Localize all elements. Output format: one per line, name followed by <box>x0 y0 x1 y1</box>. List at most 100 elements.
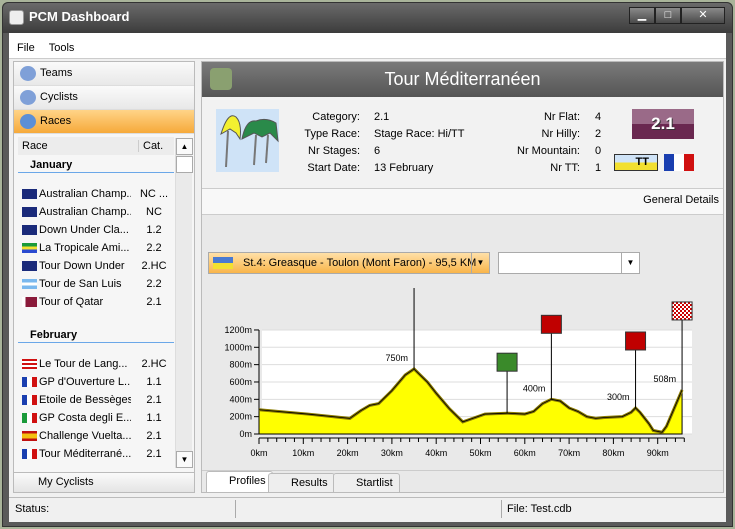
france-flag-icon <box>22 449 37 459</box>
column-cat[interactable]: Cat. <box>138 140 163 152</box>
races-icon <box>20 114 36 129</box>
status-file: File: Test.cdb <box>507 503 572 515</box>
menu-file[interactable]: File <box>17 42 35 54</box>
secondary-select[interactable]: ▼ <box>498 252 640 274</box>
race-name: Australian Champ... <box>39 206 131 218</box>
race-icon <box>210 68 232 90</box>
race-row[interactable]: GP Costa degli E... 1.1 <box>18 409 174 427</box>
australia-flag-icon <box>22 207 37 217</box>
race-name: Challenge Vuelta... <box>39 430 131 442</box>
window-title: PCM Dashboard <box>29 9 130 24</box>
count-label: Nr TT: <box>550 162 580 174</box>
tab-startlist[interactable]: Startlist <box>333 473 400 493</box>
race-category: 2.2 <box>146 242 162 254</box>
menu-bar: File Tools <box>9 33 726 59</box>
argentina-flag-icon <box>22 279 37 289</box>
marker-altitude-label: 508m <box>654 374 677 384</box>
list-scrollbar[interactable]: ▲ ▼ <box>175 138 193 468</box>
y-tick-label: 600m <box>229 377 252 387</box>
status-bar: Status: File: Test.cdb <box>9 497 726 519</box>
australia-flag-icon <box>22 261 37 271</box>
y-tick-label: 200m <box>229 412 252 422</box>
app-icon <box>9 10 24 25</box>
australia-flag-icon <box>22 225 37 235</box>
field-value: 2.1 <box>374 111 390 123</box>
scroll-up-button[interactable]: ▲ <box>176 138 193 155</box>
race-category: 2.HC <box>141 358 167 370</box>
race-category: 2.1 <box>146 430 162 442</box>
nav-teams[interactable]: Teams <box>14 62 194 86</box>
race-category: 2.1 <box>146 448 162 460</box>
general-details-tab[interactable]: General Details <box>202 189 723 215</box>
race-row[interactable]: La Tropicale Ami... 2.2 <box>18 239 174 257</box>
stage-select-value: St.4: Greasque - Toulon (Mont Faron) - 9… <box>243 257 477 269</box>
race-row[interactable]: GP d'Ouverture L... 1.1 <box>18 373 174 391</box>
spain-flag-icon <box>22 431 37 441</box>
cyclist-icon <box>20 90 36 105</box>
marker-altitude-label: 750m <box>386 353 409 363</box>
nav-cyclists[interactable]: Cyclists <box>14 86 194 110</box>
column-race[interactable]: Race <box>22 140 48 152</box>
profile-line <box>258 368 683 433</box>
field-label: Nr Stages: <box>308 145 360 157</box>
tab-results[interactable]: Results <box>268 473 335 493</box>
qatar-flag-icon <box>22 297 37 307</box>
race-category: NC <box>146 206 162 218</box>
y-tick-label: 800m <box>229 360 252 370</box>
stage-select[interactable]: St.4: Greasque - Toulon (Mont Faron) - 9… <box>208 252 490 274</box>
chevron-down-icon[interactable]: ▼ <box>621 253 639 273</box>
x-tick-label: 50km <box>469 448 491 458</box>
race-row[interactable]: Australian Champ... NC ... <box>18 185 174 203</box>
race-category: 2.1 <box>146 296 162 308</box>
count-value: 1 <box>595 162 602 174</box>
tab-label: Results <box>291 477 328 489</box>
race-name: GP d'Ouverture L... <box>39 376 131 388</box>
scroll-thumb[interactable] <box>176 156 193 173</box>
x-tick-label: 70km <box>558 448 580 458</box>
australia-flag-icon <box>22 189 37 199</box>
race-name: Down Under Cla... <box>39 224 129 236</box>
race-info: Category: 2.1 Type Race: Stage Race: Hi/TT N… <box>202 97 723 189</box>
race-row[interactable]: Tour of Qatar 2.1 <box>18 293 174 311</box>
menu-tools[interactable]: Tools <box>48 42 75 54</box>
divider <box>235 500 236 518</box>
race-header: Tour Méditerranéen <box>202 62 723 97</box>
nav-races[interactable]: Races <box>14 110 194 134</box>
nav-my-cyclists[interactable]: My Cyclists <box>14 472 194 492</box>
teams-icon <box>20 66 36 81</box>
x-tick-label: 60km <box>514 448 536 458</box>
race-row[interactable]: Tour de San Luis 2.2 <box>18 275 174 293</box>
close-button[interactable]: ✕ <box>681 7 725 24</box>
count-value: 0 <box>595 145 602 157</box>
x-tick-label: 0km <box>250 448 267 458</box>
time-trial-badge: TT <box>614 154 658 171</box>
race-row[interactable]: Etoile de Bessèges 2.1 <box>18 391 174 409</box>
race-category: 2.2 <box>146 278 162 290</box>
nav-label: Cyclists <box>40 91 78 103</box>
x-tick-label: 90km <box>647 448 669 458</box>
gabon-flag-icon <box>22 243 37 253</box>
italy-flag-icon <box>22 413 37 423</box>
maximize-button[interactable]: □ <box>655 7 681 24</box>
race-row[interactable]: Tour Méditerrané... 2.1 <box>18 445 174 463</box>
field-value: 13 February <box>374 162 434 174</box>
race-name: Tour Méditerrané... <box>39 448 131 460</box>
race-row[interactable]: Tour Down Under 2.HC <box>18 257 174 275</box>
category-badge: 2.1 <box>632 109 694 139</box>
race-row[interactable]: Challenge Vuelta... 2.1 <box>18 427 174 445</box>
race-row[interactable]: Down Under Cla... 1.2 <box>18 221 174 239</box>
climb-marker-icon <box>625 331 647 351</box>
count-value: 2 <box>595 128 602 140</box>
count-label: Nr Flat: <box>543 111 580 123</box>
race-row[interactable]: Le Tour de Lang... 2.HC <box>18 355 174 373</box>
race-row[interactable]: Australian Champ... NC <box>18 203 174 221</box>
minimize-button[interactable]: ▁ <box>629 7 655 24</box>
scroll-down-button[interactable]: ▼ <box>176 451 193 468</box>
bottom-tabs: Profiles Results Startlist <box>202 470 723 493</box>
tab-label: Startlist <box>356 477 393 489</box>
y-tick-label: 1200m <box>224 325 252 335</box>
chevron-down-icon[interactable]: ▼ <box>471 253 489 273</box>
tab-profiles[interactable]: Profiles <box>206 471 273 493</box>
title-bar: PCM Dashboard <box>3 3 732 33</box>
